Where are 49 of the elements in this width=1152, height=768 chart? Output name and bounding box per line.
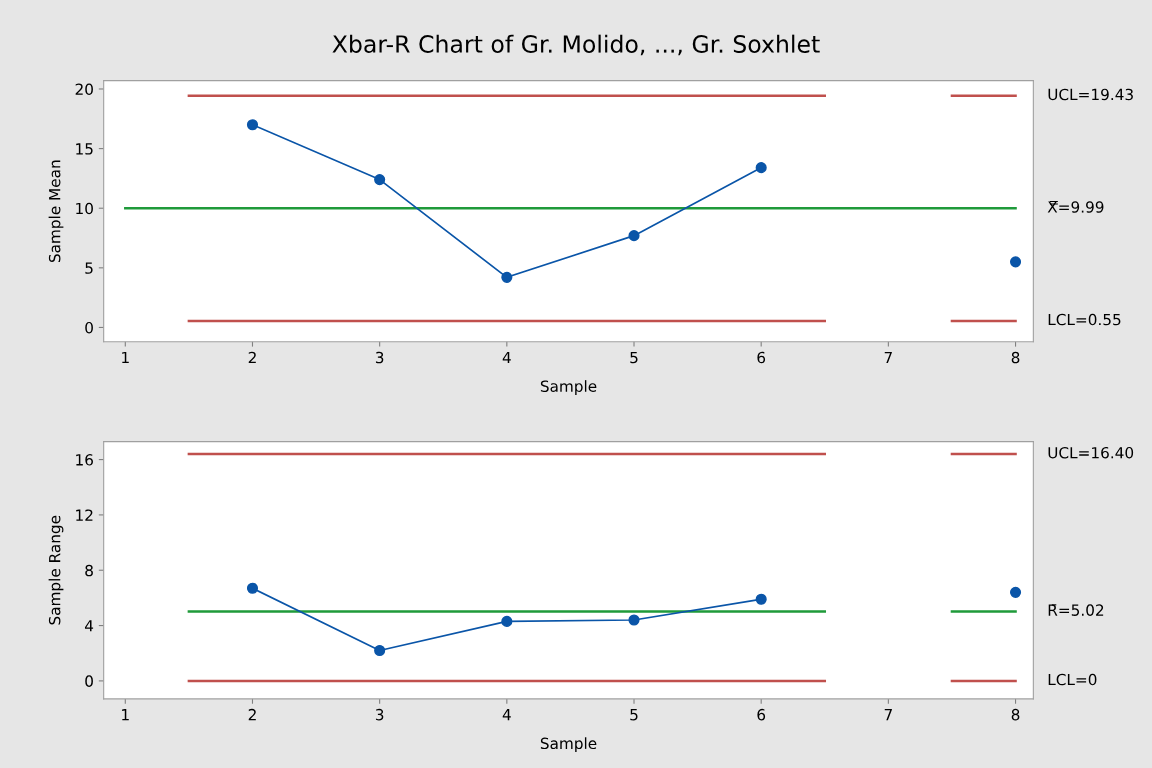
x-axis-title: Sample (540, 737, 597, 753)
point (246, 582, 259, 594)
point (246, 119, 259, 131)
point (628, 230, 640, 242)
x-tick-label: 1 (122, 709, 129, 721)
y-tick-label: 10 (76, 202, 93, 215)
y-tick-label: 16 (76, 454, 93, 466)
point (374, 644, 386, 657)
point (1009, 586, 1022, 598)
point (501, 615, 513, 627)
y-tick-label: 0 (85, 321, 93, 334)
point (628, 614, 640, 626)
y-tick-label: 4 (84, 620, 94, 632)
x-tick-label: 5 (630, 351, 638, 364)
x-tick-label: 4 (502, 709, 511, 721)
x-tick-label: 7 (884, 709, 892, 721)
x-tick-label: 1 (122, 351, 129, 364)
y-axis-title: Sample Range (48, 515, 64, 625)
x-tick-label: 2 (248, 708, 256, 721)
y-tick-label: 12 (76, 509, 93, 521)
x-tick-label: 3 (375, 351, 384, 364)
x-axis-title: Sample (540, 380, 597, 395)
text: UCL=16.40 (1048, 446, 1134, 459)
point (755, 593, 767, 605)
text: UCL=19.43 (1048, 88, 1133, 101)
x-tick-label: 6 (757, 351, 766, 364)
point (755, 162, 767, 174)
x-tick-label: 5 (630, 709, 638, 721)
x-tick-label: 4 (502, 351, 511, 364)
y-tick-label: 8 (85, 564, 93, 577)
point (1009, 256, 1022, 268)
x-tick-label: 2 (248, 351, 256, 364)
y-axis-title: Sample Mean (48, 160, 64, 263)
x-tick-label: 6 (757, 708, 766, 721)
x-tick-label: 8 (1011, 708, 1020, 721)
text: R̄=5.02 (1048, 604, 1104, 616)
x-tick-label: 3 (375, 708, 384, 721)
x-tick-label: 7 (884, 351, 892, 364)
y-tick-label: 15 (76, 143, 93, 155)
chart-title: Xbar-R Chart of Gr. Molido, ..., Gr. Soxhlet (332, 34, 820, 56)
text: LCL=0.55 (1048, 313, 1121, 326)
y-tick-label: 20 (75, 83, 93, 96)
point (374, 174, 386, 186)
text: X̿=9.99 (1047, 201, 1104, 213)
y-tick-label: 5 (85, 262, 93, 274)
text: LCL=0 (1048, 673, 1097, 686)
y-tick-label: 0 (85, 675, 93, 687)
x-tick-label: 8 (1011, 351, 1020, 364)
point (501, 271, 513, 283)
